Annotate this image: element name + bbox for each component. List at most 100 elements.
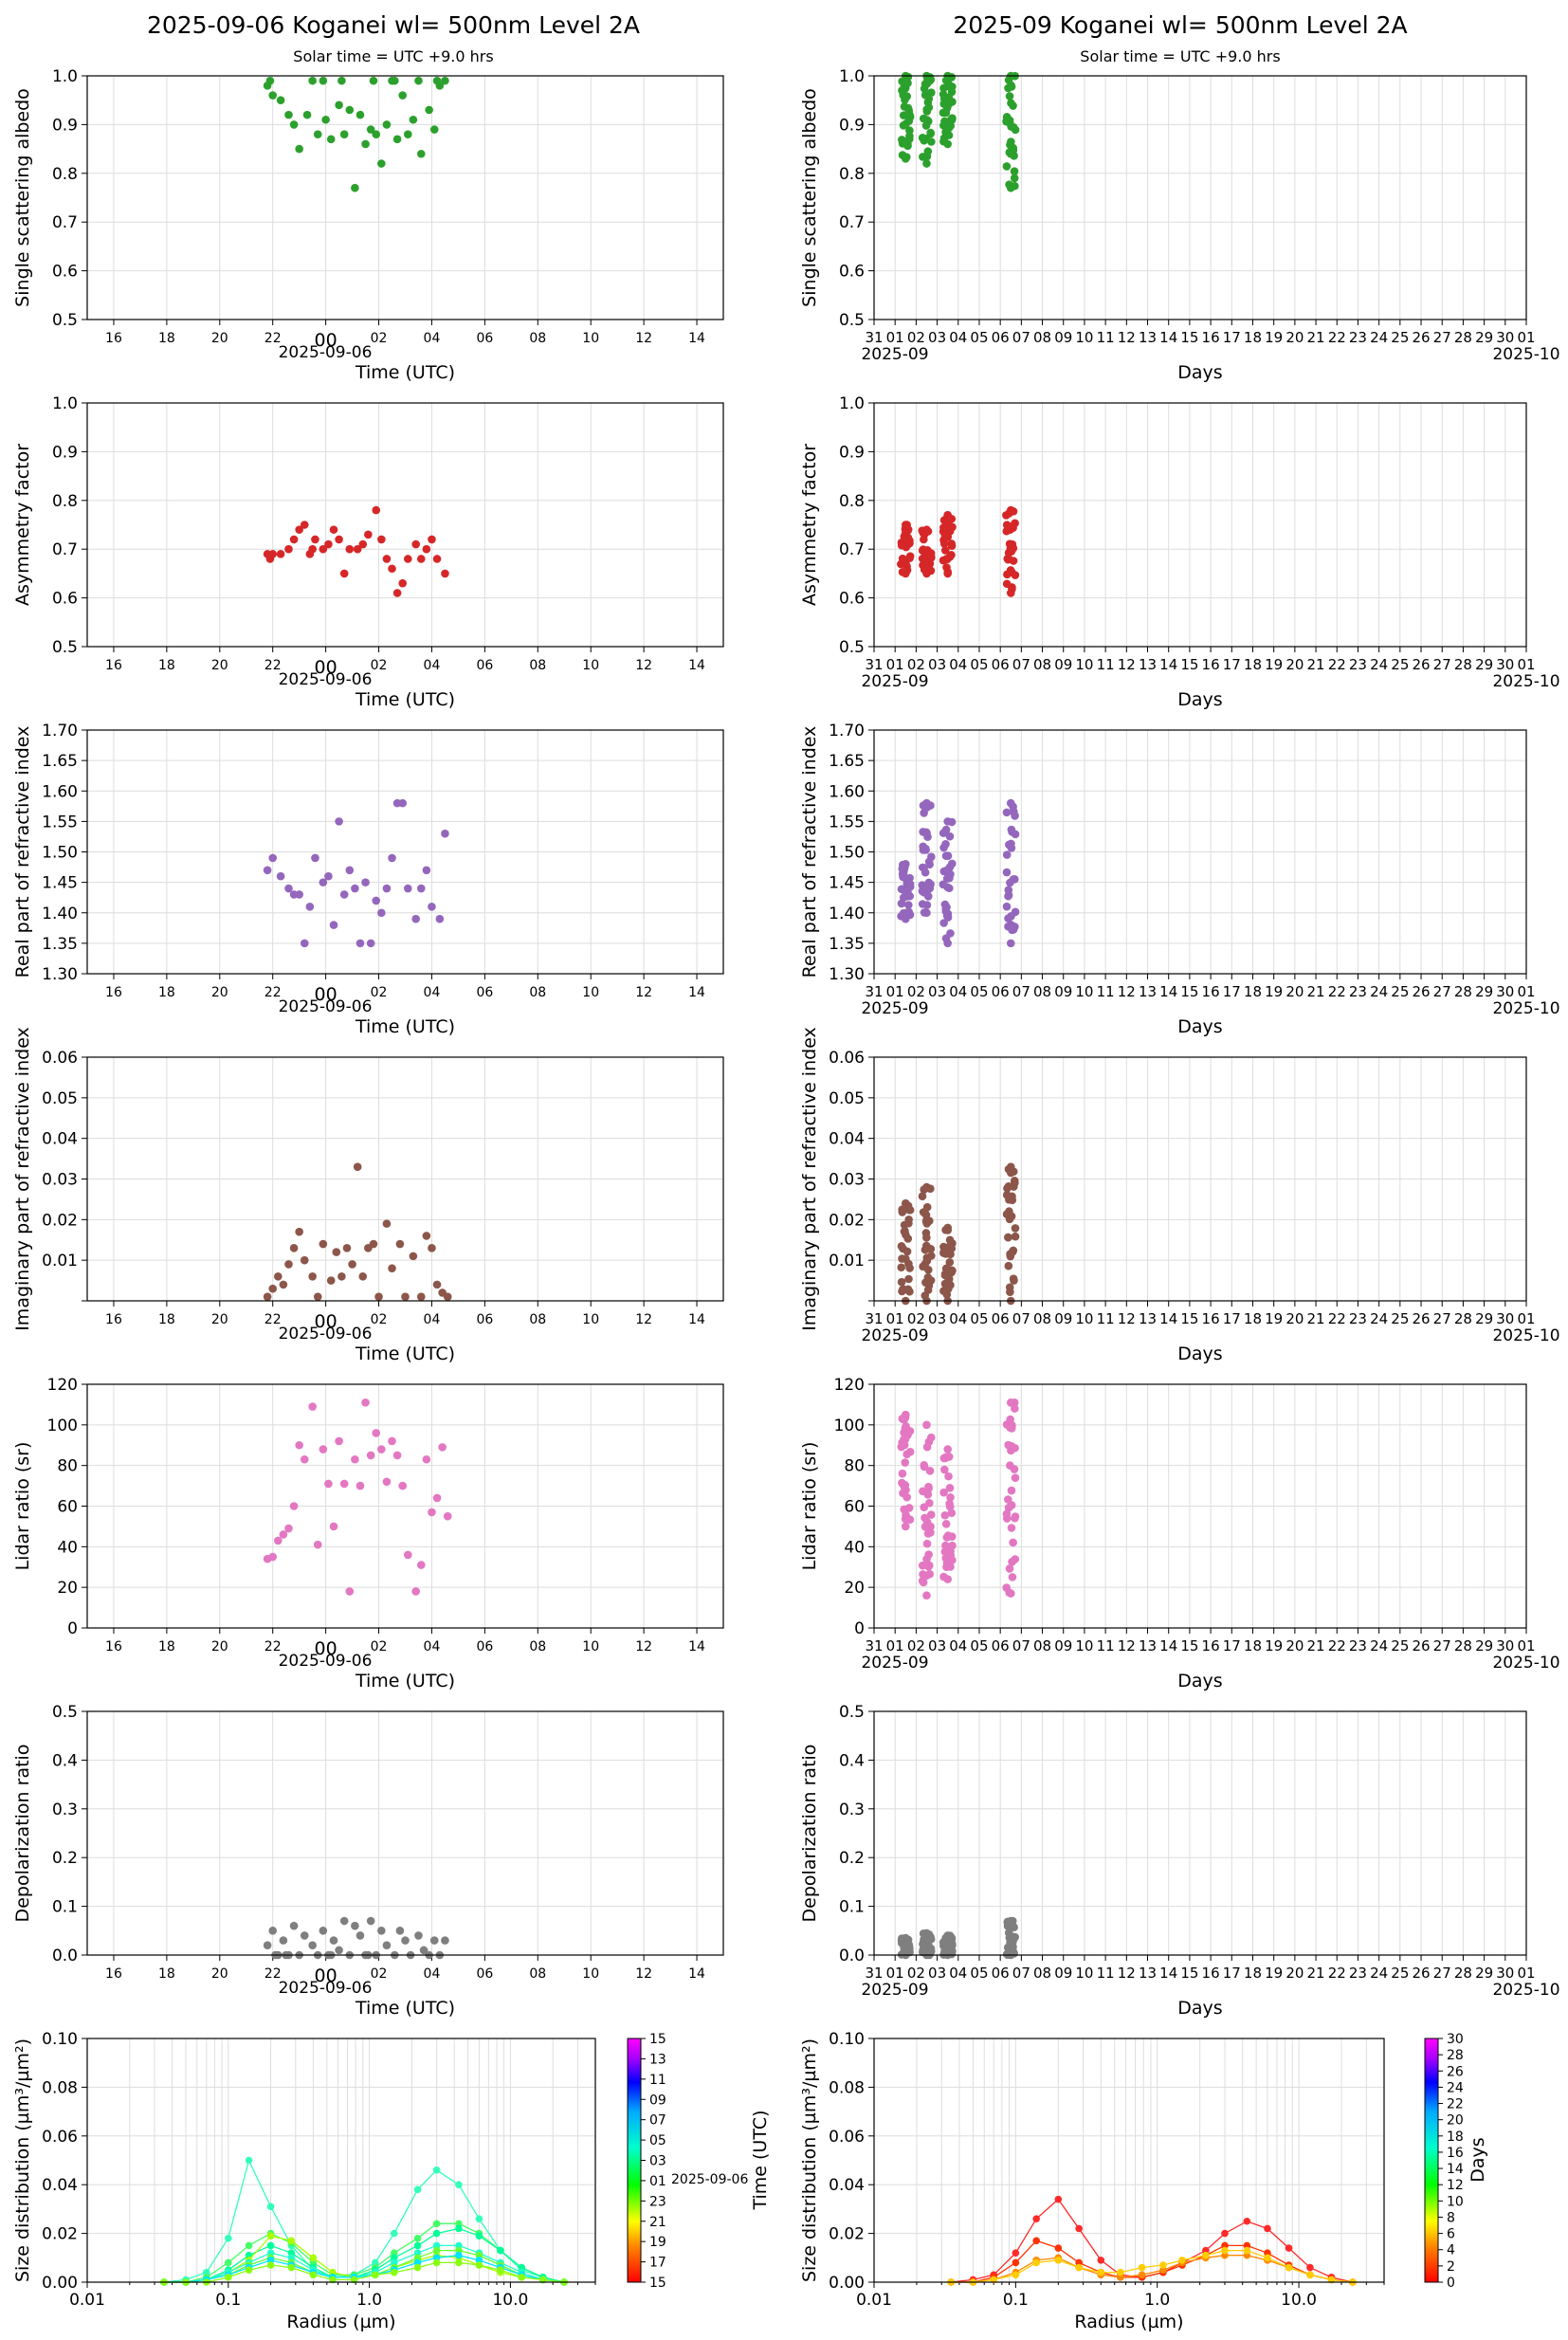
daily-panel-6-point (300, 1931, 309, 1940)
monthly-panel-2-xtick-label: 03 (928, 656, 946, 673)
monthly-panel-4-xtick-label: 28 (1454, 1310, 1472, 1327)
monthly-panel-4-point (903, 1234, 913, 1243)
daily-panel-2-xtick-label: 06 (476, 658, 493, 673)
daily-panel-4-point (348, 1260, 356, 1269)
colorbar-right-tick-label: 8 (1447, 2210, 1455, 2225)
monthly-panel-3-xtick-label: 30 (1496, 983, 1514, 1000)
monthly-panel-6-xtick-label: 16 (1202, 1965, 1220, 1982)
size-daily-series-point (475, 2261, 483, 2269)
size-monthly-series-point (1032, 2237, 1040, 2245)
monthly-panel-3-ylabel: Real part of refractive index (799, 726, 820, 978)
daily-panel-3-frame (86, 729, 724, 975)
monthly-panel-3-point (902, 908, 911, 918)
monthly-panel-5-xtick-label: 30 (1496, 1637, 1514, 1654)
daily-panel-2-ytick-label: 0.6 (52, 590, 78, 609)
monthly-panel-1-point (899, 111, 908, 119)
daily-panel-1-point (366, 125, 375, 134)
daily-panel-4-xtick-label: 12 (635, 1312, 652, 1327)
monthly-panel-6-xtick-label: 01 (886, 1965, 904, 1982)
monthly-panel-1-point (944, 80, 953, 88)
daily-panel-6-point (382, 1941, 392, 1950)
monthly-panel-4-point (1007, 1212, 1016, 1221)
monthly-panel-2-xtick-label: 20 (1285, 656, 1304, 673)
monthly-panel-3-point (943, 883, 952, 892)
daily-panel-1-xtick-label: 12 (635, 331, 652, 346)
monthly-panel-5-point (922, 1539, 932, 1548)
monthly-panel-5-point (1011, 1473, 1020, 1483)
daily-panel-4-ytick-label: 0.03 (42, 1171, 78, 1190)
size-daily-xtick-label: 0.01 (69, 2291, 105, 2310)
monthly-panel-2-point (942, 555, 952, 563)
daily-panel-1-xtick-label: 14 (688, 331, 705, 346)
monthly-panel-5-point (1006, 1589, 1015, 1598)
monthly-panel-1-point (947, 116, 957, 124)
monthly-panel-1-xtick-label: 06 (992, 329, 1010, 346)
monthly-panel-3-xlabel: Days (1177, 1016, 1222, 1037)
daily-panel-4-ytick-label: 0.06 (42, 1049, 78, 1068)
daily-panel-5-point (361, 1398, 370, 1407)
daily-panel-3-point (361, 878, 370, 887)
daily-panel-3-point (403, 884, 412, 893)
daily-panel-3-ylabel: Real part of refractive index (12, 726, 33, 978)
size-daily-series-point (245, 2241, 253, 2250)
colorbar-right-tick-label: 14 (1447, 2162, 1464, 2177)
daily-panel-1-point (313, 130, 322, 138)
monthly-panel-5-ytick-label: 20 (844, 1579, 865, 1598)
daily-panel-4-ytick-label: 0.02 (42, 1211, 78, 1230)
daily-panel-2-point (358, 539, 368, 549)
monthly-panel-5-point (901, 1514, 910, 1524)
monthly-panel-4-xtick-label: 27 (1433, 1310, 1451, 1327)
colorbar-left-date-label: 2025-09-06 (671, 2172, 748, 2187)
monthly-panel-3-point (1011, 907, 1020, 917)
daily-panel-3-ytick-label: 1.55 (42, 813, 78, 832)
daily-panel-3-xtick-label: 22 (264, 985, 282, 1000)
daily-panel-1-xtick-label: 18 (158, 331, 175, 346)
daily-panel-4-xtick-label: 18 (158, 1312, 175, 1327)
daily-panel-5-point (416, 1561, 426, 1569)
monthly-panel-2-xtick-label: 11 (1097, 656, 1115, 673)
monthly-panel-1-point (939, 108, 948, 118)
monthly-panel-1-point (1011, 125, 1020, 135)
daily-panel-5-frame (86, 1383, 724, 1629)
monthly-panel-3-point (945, 873, 954, 883)
monthly-panel-2-xtick-label: 15 (1180, 656, 1198, 673)
daily-panel-5-ylabel: Lidar ratio (sr) (12, 1442, 33, 1571)
monthly-panel-5-point (948, 1556, 957, 1564)
monthly-panel-5-point (923, 1490, 933, 1499)
size-daily-series-point (225, 2274, 232, 2281)
size-monthly-series-point (1264, 2224, 1271, 2233)
daily-panel-5-xtick-label: 04 (424, 1639, 441, 1654)
daily-panel-4-ylabel: Imaginary part of refractive index (12, 1027, 33, 1331)
monthly-panel-3-point (946, 929, 955, 938)
monthly-panel-5-point (1008, 1573, 1017, 1581)
monthly-panel-1-ylabel: Single scattering albedo (799, 88, 820, 307)
monthly-panel-4-point (904, 1259, 913, 1269)
monthly-panel-2-point (921, 553, 930, 562)
size-daily-series-point (266, 2261, 275, 2269)
size-daily-series-point (391, 2229, 398, 2238)
colorbar-left-tick-label: 21 (649, 2215, 666, 2230)
monthly-panel-4-xlabel: Days (1177, 1344, 1222, 1364)
daily-panel-3-xtick-label: 12 (635, 985, 652, 1000)
monthly-panel-2-xtick-label: 08 (1033, 656, 1051, 673)
monthly-panel-2-xlabel: Days (1177, 689, 1222, 710)
monthly-panel-4-point (947, 1268, 956, 1277)
daily-panel-3-ytick-label: 1.60 (42, 782, 78, 801)
size-daily-series-point (455, 2181, 463, 2188)
monthly-panel-3-start-label: 2025-09 (861, 999, 928, 1018)
daily-panel-3-date-label: 2025-09-06 (279, 997, 373, 1016)
daily-panel-1-point (409, 115, 418, 124)
monthly-panel-4-ytick-label: 0.03 (829, 1171, 865, 1190)
colorbar-left-tick-label: 19 (649, 2235, 666, 2250)
daily-panel-3-point (300, 939, 309, 948)
size-daily-series-point (497, 2266, 504, 2274)
daily-panel-4-ytick-label: 0.04 (42, 1130, 78, 1149)
monthly-panel-2-point (905, 554, 914, 562)
monthly-panel-2-ytick-label: 0.9 (839, 443, 865, 462)
daily-panel-2-xtick-label: 04 (424, 658, 441, 673)
monthly-panel-1-xtick-label: 01 (1517, 329, 1535, 346)
daily-panel-6-point (429, 1936, 439, 1945)
monthly-panel-4-xtick-label: 18 (1244, 1310, 1262, 1327)
size-daily-series-point (225, 2234, 232, 2242)
daily-panel-3-xtick-label: 16 (105, 985, 122, 1000)
